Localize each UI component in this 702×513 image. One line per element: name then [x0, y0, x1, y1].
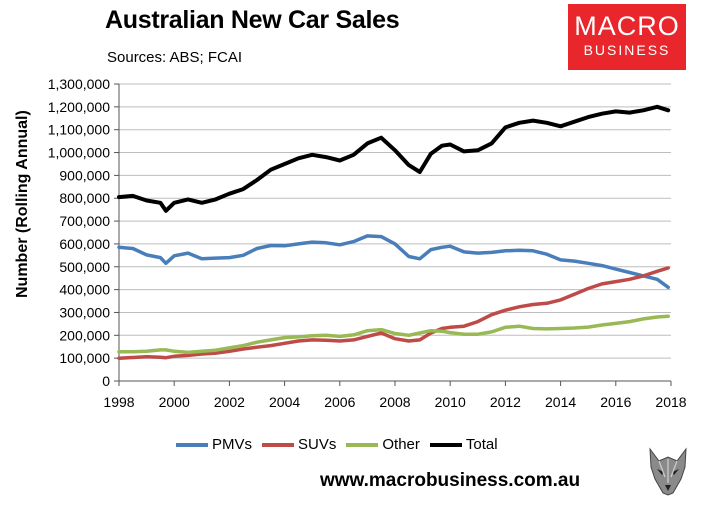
series-line-suvs	[117, 266, 670, 360]
x-tick-label: 2004	[269, 394, 300, 410]
series-line-total	[117, 104, 671, 213]
x-tick-label: 2000	[159, 394, 190, 410]
y-tick-label: 0	[102, 373, 110, 389]
legend-swatch-total	[429, 442, 462, 447]
legend-label-total: Total	[465, 436, 498, 453]
y-tick-label: 1,100,000	[48, 122, 110, 138]
x-tick-label: 2010	[435, 394, 466, 410]
legend-swatch-other	[346, 442, 379, 447]
x-tick-label: 2016	[600, 394, 631, 410]
legend-item-suvs: SUVs	[262, 436, 336, 453]
legend-item-total: Total	[429, 436, 498, 453]
x-tick-label: 1998	[103, 394, 134, 410]
y-tick-label: 1,000,000	[48, 145, 110, 161]
series-line-other	[117, 314, 670, 355]
y-tick-label: 400,000	[59, 282, 110, 298]
chart-subtitle: Sources: ABS; FCAI	[107, 49, 243, 66]
legend-label-pmvs: PMVs	[212, 436, 253, 453]
website-url[interactable]: www.macrobusiness.com.au	[320, 470, 581, 491]
x-tick-label: 2014	[545, 394, 576, 410]
legend-label-suvs: SUVs	[298, 436, 337, 453]
legend-swatch-suvs	[262, 442, 295, 447]
y-tick-label: 500,000	[59, 259, 110, 275]
macrobusiness-logo[interactable]: MACRO BUSINESS	[568, 4, 686, 70]
y-tick-label: 200,000	[59, 327, 110, 343]
y-tick-label: 1,300,000	[48, 76, 110, 92]
x-tick-label: 2002	[214, 394, 245, 410]
logo-line-1: MACRO	[574, 11, 680, 41]
y-tick-label: 800,000	[59, 190, 110, 206]
logo-line-2: BUSINESS	[583, 42, 671, 58]
y-tick-label: 600,000	[59, 236, 110, 252]
chart-legend: PMVs SUVs Other Total	[176, 436, 508, 453]
y-tick-label: 300,000	[59, 304, 110, 320]
y-tick-label: 900,000	[59, 167, 110, 183]
y-tick-label: 100,000	[59, 350, 110, 366]
y-tick-label: 700,000	[59, 213, 110, 229]
x-tick-label: 2018	[655, 394, 686, 410]
wolf-logo-icon	[649, 447, 687, 496]
series-line-pmvs	[117, 234, 670, 290]
chart-title: Australian New Car Sales	[105, 6, 400, 34]
y-tick-label: 1,200,000	[48, 99, 110, 115]
x-tick-label: 2008	[379, 394, 410, 410]
legend-label-other: Other	[382, 436, 420, 453]
legend-item-other: Other	[346, 436, 420, 453]
x-tick-label: 2012	[490, 394, 521, 410]
legend-item-pmvs: PMVs	[176, 436, 252, 453]
legend-swatch-pmvs	[176, 442, 208, 447]
x-tick-label: 2006	[324, 394, 355, 410]
